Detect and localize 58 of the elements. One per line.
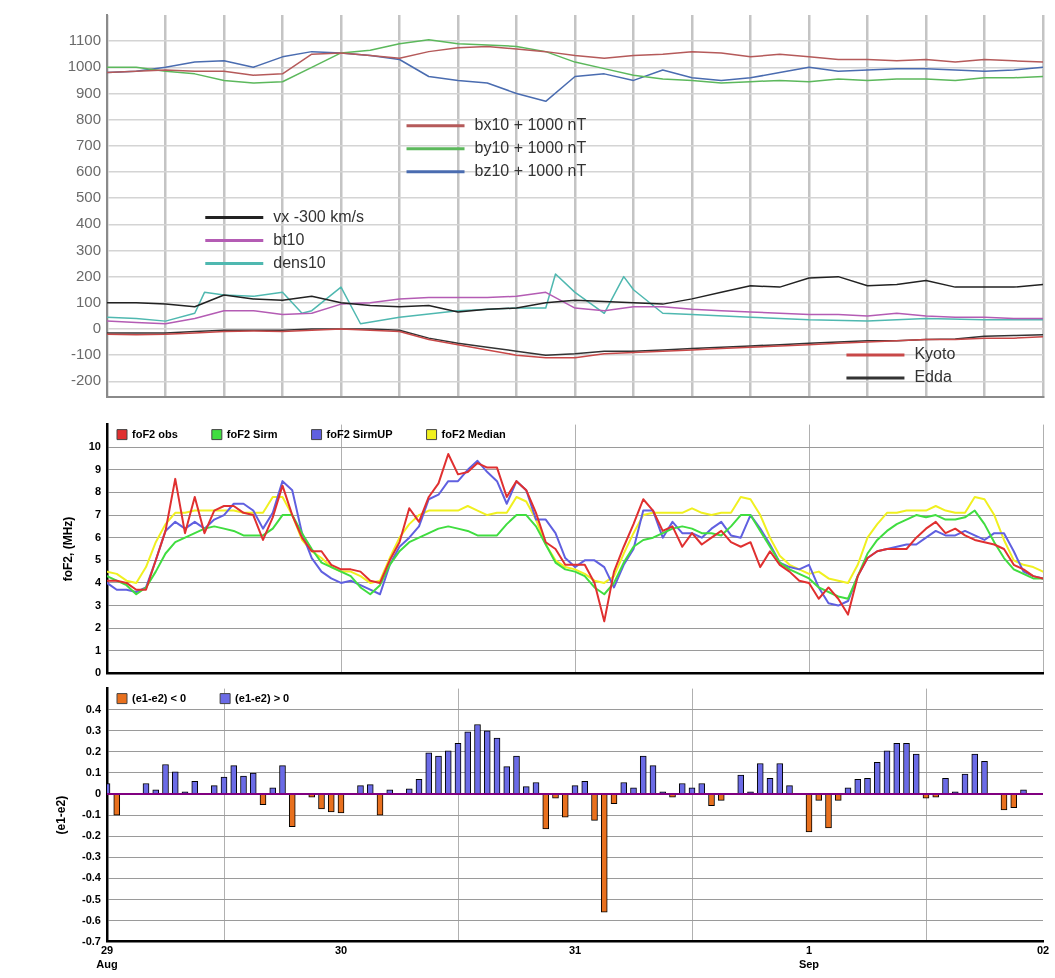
y-tick-label: 600 [75, 162, 101, 180]
y-tick-label: -200 [70, 371, 101, 389]
legend-label: bz10 + 1000 nT [474, 162, 587, 180]
y-tick-label: 800 [75, 109, 101, 127]
x-tick-label: 1 Sep [798, 944, 820, 970]
x-tick-label: 29 Aug [96, 944, 118, 970]
y-axis-title: (e1-e2) [54, 795, 69, 835]
y-tick-label: 200 [75, 266, 101, 284]
x-tick-label: 02 [1036, 944, 1050, 957]
y-tick-label: 0.4 [85, 702, 102, 715]
y-tick-label: 500 [75, 188, 101, 206]
y-tick-label: -0.1 [82, 808, 101, 821]
y-tick-label: -100 [70, 345, 101, 363]
y-tick-label: -0.7 [82, 934, 101, 947]
legend-label: Kyoto [914, 345, 956, 363]
y-tick-label: 10 [88, 440, 101, 453]
legend-label: by10 + 1000 nT [474, 139, 587, 157]
legend-label: dens10 [273, 253, 326, 271]
y-tick-label: 1100 [68, 31, 101, 49]
y-tick-label: 1 [94, 643, 101, 656]
legend-label: vx -300 km/s [273, 207, 364, 225]
y-tick-label: 1000 [67, 57, 101, 75]
legend-label: foF2 Median [441, 427, 507, 440]
y-tick-label: 0 [94, 666, 101, 679]
y-tick-label: 700 [75, 135, 101, 153]
y-tick-label: 7 [94, 508, 101, 521]
y-tick-label: 300 [75, 240, 101, 258]
y-tick-label: -0.3 [82, 850, 101, 863]
x-tick-label: 30 [334, 944, 348, 957]
legend-label: bx10 + 1000 nT [474, 116, 587, 134]
legend-label: (e1-e2) < 0 [132, 691, 187, 704]
y-axis-title: foF2, (MHz) [61, 516, 76, 582]
y-tick-label: 0 [92, 319, 101, 337]
legend-label: (e1-e2) > 0 [235, 691, 290, 704]
y-tick-label: 2 [94, 621, 101, 634]
legend-label: bt10 [273, 230, 305, 248]
y-tick-label: -0.6 [82, 913, 101, 926]
y-tick-label: 8 [94, 485, 101, 498]
legend-label: Edda [914, 368, 952, 386]
legend-label: foF2 SirmUP [326, 427, 393, 440]
legend-label: foF2 obs [132, 427, 178, 440]
y-tick-label: 100 [75, 292, 101, 310]
y-tick-label: 900 [75, 83, 101, 101]
y-tick-label: -0.2 [82, 829, 101, 842]
y-tick-label: 4 [94, 575, 102, 588]
y-tick-label: 0 [94, 787, 101, 800]
y-tick-label: 0.1 [85, 766, 101, 778]
y-tick-label: -0.4 [82, 871, 102, 884]
y-tick-label: 400 [75, 214, 101, 232]
y-tick-label: 5 [94, 553, 101, 566]
x-tick-label: 31 [568, 944, 582, 957]
y-tick-label: 9 [94, 462, 101, 475]
y-tick-label: 6 [94, 530, 101, 543]
y-tick-label: 0.3 [85, 723, 101, 736]
legend-label: foF2 Sirm [226, 427, 278, 440]
y-tick-label: 3 [94, 598, 101, 611]
y-tick-label: 0.2 [85, 744, 101, 757]
y-tick-label: -0.5 [82, 892, 101, 905]
